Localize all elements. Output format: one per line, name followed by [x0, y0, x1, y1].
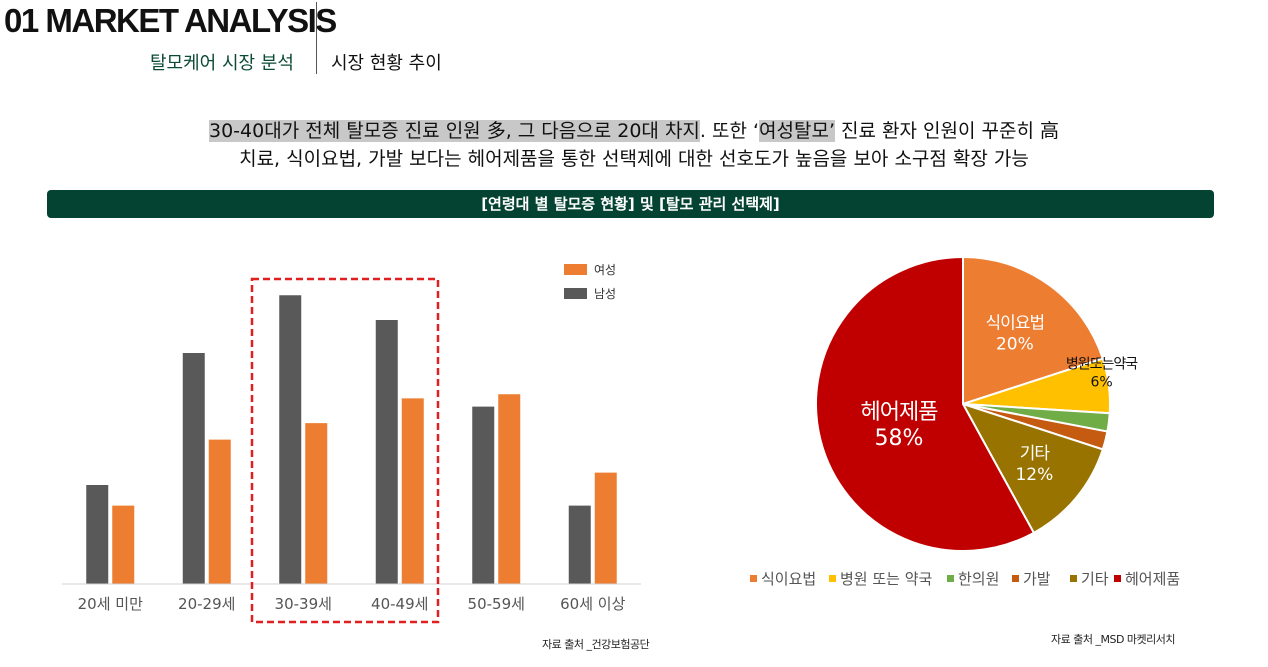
pie-legend-swatch-0 — [750, 575, 757, 582]
bar-female-0 — [112, 505, 135, 584]
x-tick-label-2: 30-39세 — [275, 595, 332, 613]
pie-legend-swatch-5 — [1114, 575, 1121, 582]
pie-legend-label-0: 식이요법 — [761, 570, 816, 588]
bar-male-3 — [375, 320, 398, 584]
bar-male-5 — [568, 505, 591, 584]
legend-swatch-0 — [564, 264, 587, 275]
section-topic: 시장 현황 추이 — [331, 53, 442, 74]
pie-label-name-4: 기타 — [1020, 444, 1051, 464]
pie-label-value-1: 6% — [1090, 374, 1112, 390]
pie-slice-5 — [815, 255, 1036, 552]
bar-male-2 — [279, 295, 302, 584]
pie-slice-0 — [962, 255, 1105, 406]
highlight-box — [250, 277, 440, 624]
pie-legend-swatch-1 — [829, 575, 836, 582]
pie-legend-label-1: 병원 또는 약국 — [840, 570, 933, 588]
summary-line-2: 치료, 식이요법, 가발 보다는 헤어제품을 통한 선택제에 대한 선호도가 높… — [239, 148, 1029, 170]
title-divider — [316, 2, 317, 74]
bar-male-1 — [182, 353, 205, 584]
pie-legend-swatch-4 — [1070, 575, 1077, 582]
bar-male-0 — [86, 485, 109, 584]
pie-legend-label-4: 기타 — [1081, 570, 1109, 588]
bar-chart-source: 자료 출처 _건강보험공단 — [542, 638, 650, 651]
pie-legend-label-5: 헤어제품 — [1125, 570, 1180, 588]
summary-highlight: 30-40대가 전체 탈모증 진료 인원 多, 그 다음으로 20대 차지 — [209, 120, 700, 142]
pie-slice-4 — [960, 402, 1105, 535]
x-tick-label-4: 50-59세 — [468, 595, 525, 613]
bar-female-1 — [208, 439, 231, 584]
x-tick-label-1: 20-29세 — [178, 595, 235, 613]
x-tick-label-0: 20세 미만 — [78, 595, 143, 613]
legend-swatch-1 — [564, 288, 587, 299]
summary-text: . 또한 ‘ — [699, 120, 760, 142]
pie-legend-label-2: 한의원 — [958, 570, 999, 588]
pie-label-value-4: 12% — [1015, 465, 1053, 485]
section-banner: [연령대 별 탈모증 현황] 및 [탈모 관리 선택제] — [47, 190, 1214, 218]
pie-label-name-0: 식이요법 — [986, 314, 1045, 334]
pie-chart-source: 자료 출처 _MSD 마켓리서치 — [1051, 633, 1176, 646]
pie-legend-label-3: 가발 — [1023, 570, 1051, 588]
x-tick-label-3: 40-49세 — [371, 595, 428, 613]
page-title: 01 MARKET ANALYSIS — [4, 2, 337, 39]
bar-female-4 — [498, 394, 521, 584]
summary-highlight-2: 여성탈모’ — [759, 120, 835, 142]
pie-legend-swatch-3 — [1012, 575, 1019, 582]
x-tick-label-5: 60세 이상 — [560, 595, 625, 613]
bar-female-3 — [401, 398, 424, 584]
section-subtitle: 탈모케어 시장 분석 — [150, 53, 294, 74]
pie-label-value-0: 20% — [996, 335, 1034, 355]
legend-label-0: 여성 — [594, 263, 616, 277]
bar-female-2 — [305, 423, 328, 584]
pie-legend-swatch-2 — [947, 575, 954, 582]
legend-label-1: 남성 — [594, 287, 616, 301]
summary-text-end: 진료 환자 인원이 꾸준히 高 — [835, 120, 1059, 142]
pie-label-name-5: 헤어제품 — [860, 400, 938, 425]
summary-line-1: 30-40대가 전체 탈모증 진료 인원 多, 그 다음으로 20대 차지. 또… — [0, 116, 1268, 143]
pie-label-name-1: 병원또는약국 — [1066, 356, 1138, 372]
pie-label-value-5: 58% — [875, 426, 924, 451]
bar-male-4 — [472, 406, 495, 584]
bar-female-5 — [594, 472, 617, 584]
